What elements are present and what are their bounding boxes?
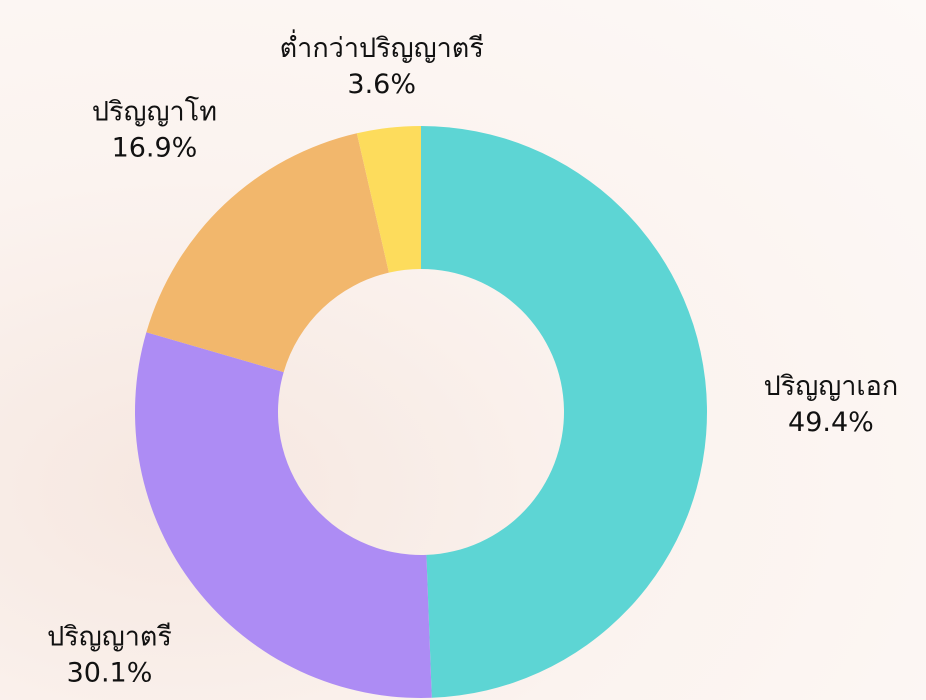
slice-label: ต่ำกว่าปริญญาตรี [280,29,484,64]
slice-value-label: 3.6% [347,69,416,100]
slice-label: ปริญญาเอก [764,371,899,402]
donut-slice [356,126,421,273]
donut-slice [135,332,432,699]
slice-value-label: 16.9% [112,132,198,163]
slice-label: ปริญญาตรี [47,622,172,653]
slice-label: ปริญญาโท [92,96,217,127]
donut-slice [146,133,389,373]
slice-value-label: 30.1% [67,658,153,689]
donut-slice [421,126,708,698]
slice-value-label: 49.4% [788,407,874,438]
